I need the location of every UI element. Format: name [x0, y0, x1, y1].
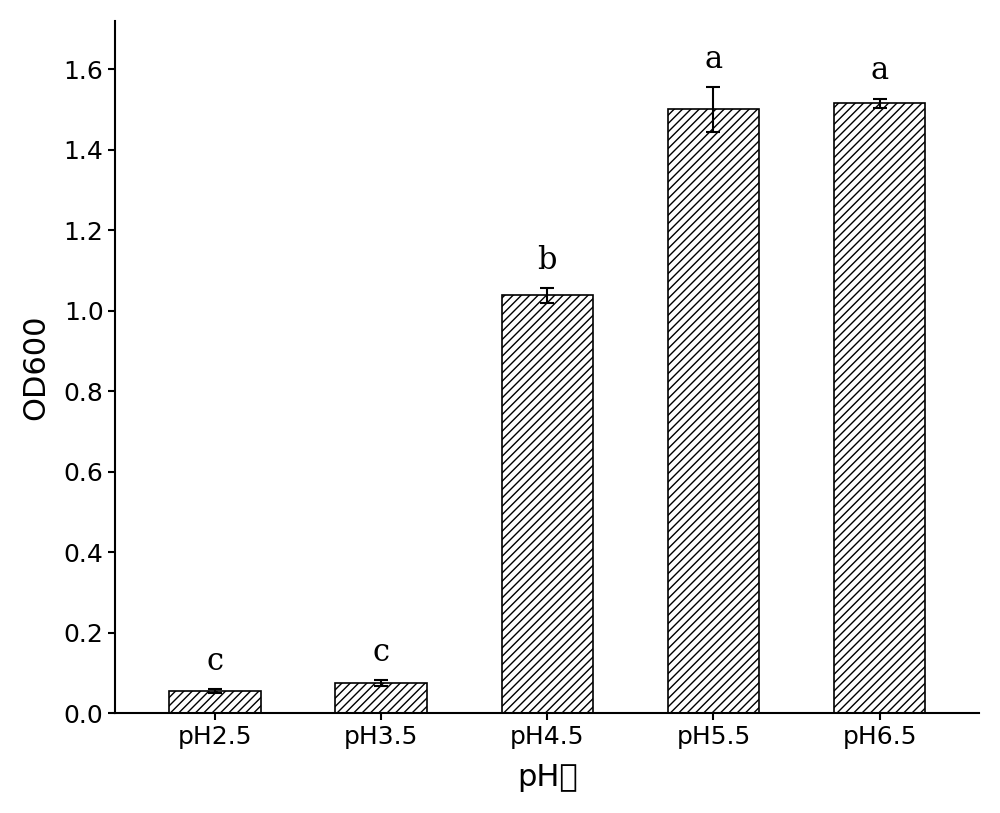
Text: a: a — [870, 55, 889, 86]
Bar — [834, 103, 925, 714]
Text: a: a — [704, 44, 722, 75]
Y-axis label: OD600: OD600 — [21, 315, 50, 420]
X-axis label: pH値: pH値 — [517, 763, 578, 792]
Bar — [502, 295, 593, 714]
Bar — [668, 110, 759, 714]
Text: b: b — [538, 246, 557, 276]
Text: c: c — [373, 637, 390, 668]
Bar — [335, 683, 427, 714]
Text: c: c — [207, 646, 224, 677]
Bar — [169, 691, 261, 714]
